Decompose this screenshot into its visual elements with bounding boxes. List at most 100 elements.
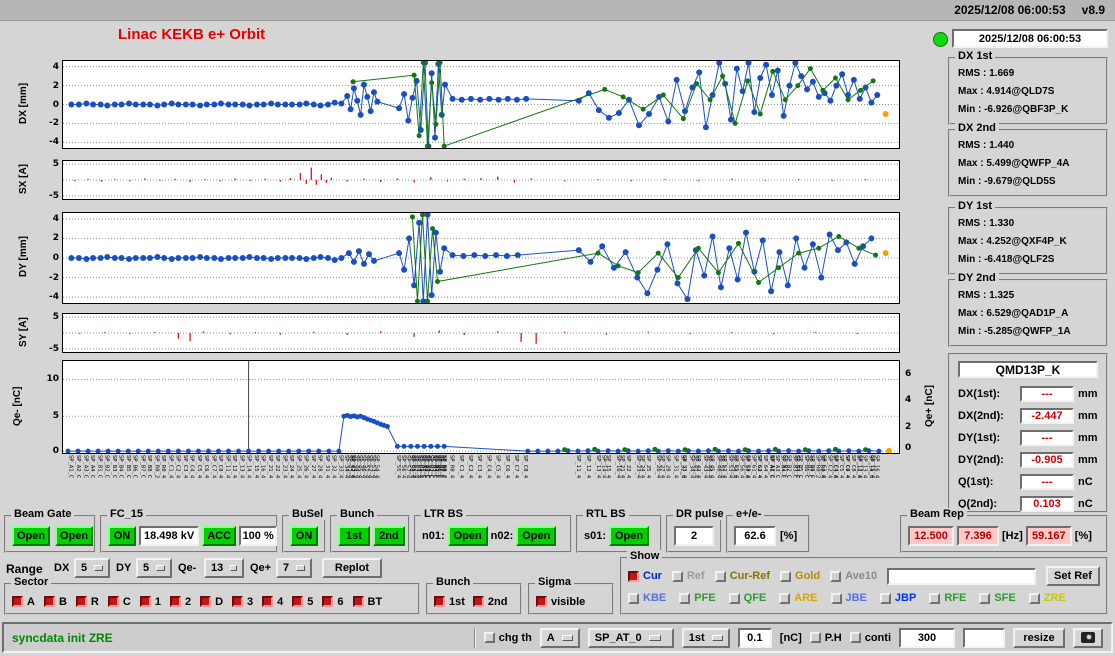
rtl-s01-open-button[interactable]: Open — [609, 526, 650, 546]
dr-pulse-field[interactable]: 2 — [674, 526, 714, 546]
ltr-n01-open-button[interactable]: Open — [447, 526, 488, 546]
y-tick-label: 0 — [52, 253, 59, 263]
busel-on-button[interactable]: ON — [290, 526, 318, 546]
monitor-row-unit: mm — [1078, 432, 1098, 444]
show-item: Cur — [628, 570, 662, 582]
sector-item: 3 — [232, 596, 253, 608]
bpm-label: SP_B6_C — [131, 455, 138, 479]
sector-checkbox-d[interactable] — [200, 596, 212, 607]
option-menu-icon — [648, 634, 661, 641]
show-qfe-checkbox[interactable] — [728, 592, 740, 604]
sector-checkbox-c[interactable] — [107, 596, 119, 607]
show-item: SFE — [979, 592, 1016, 604]
bpm-label: SP_46_4 — [715, 455, 722, 479]
monitor-row-label: Q(2nd): — [958, 498, 998, 510]
conti-checkbox[interactable] — [849, 632, 861, 643]
interval-field[interactable]: 300 — [899, 627, 955, 648]
bunch-1st-checkbox[interactable] — [434, 596, 445, 607]
show-rfe-checkbox[interactable] — [929, 592, 941, 604]
bpm-label: SP_C8_4 — [522, 455, 529, 479]
range-qep-select[interactable]: 7 — [276, 558, 312, 578]
monitor-row-label: DX(1st): — [958, 388, 1001, 400]
sigma-visible-checkbox[interactable] — [536, 596, 547, 607]
sector-item: A — [12, 596, 35, 608]
sector-group: Sector A B R C 1 2 D 3 4 5 6 BT — [4, 576, 420, 615]
range-dy-select[interactable]: 5 — [136, 558, 172, 578]
eratio-field: 62.6 — [734, 526, 776, 546]
bpm-label: SP_12_4 — [856, 455, 863, 479]
bunch-2nd-checkbox[interactable] — [472, 596, 484, 607]
fc15-acc-button[interactable]: ACC — [202, 526, 237, 546]
show-gold-checkbox[interactable] — [780, 570, 792, 582]
sector-checkbox-3[interactable] — [232, 596, 244, 607]
bpm-label: SP_64_4 — [416, 455, 423, 479]
ltr-n02-open-button[interactable]: Open — [516, 526, 557, 546]
monitor-row-unit: mm — [1078, 454, 1098, 466]
screenshot-button[interactable] — [1073, 627, 1103, 648]
extra-field[interactable] — [963, 627, 1005, 648]
beam-gate-open-button-2[interactable]: Open — [55, 526, 93, 546]
bpm-label: SP_51_4 — [363, 455, 370, 479]
fc15-on-button[interactable]: ON — [108, 526, 136, 546]
group-label: DY 2nd — [955, 272, 999, 284]
option-menu-icon — [156, 565, 165, 571]
sector-checkbox-r[interactable] — [75, 596, 87, 607]
bpm-label: SP_B3_C — [110, 455, 117, 479]
bpm-label: SP_B4_C — [793, 455, 800, 479]
show-jbp-checkbox[interactable] — [879, 592, 891, 604]
bpm-label: SP_26_4 — [655, 455, 662, 479]
threshold-field[interactable]: 0.1 — [737, 627, 772, 648]
sector-checkbox-1[interactable] — [139, 596, 151, 607]
bpm-label: SP_A2_C — [768, 455, 775, 479]
ph-checkbox[interactable] — [809, 632, 821, 643]
bpm-label: SP_C1_4 — [820, 455, 827, 479]
range-qem-select[interactable]: 13 — [204, 558, 244, 578]
bpm-label: SP_B5_C — [125, 455, 132, 479]
show-item: QFE — [728, 592, 766, 604]
show-item-label: ZRE — [1043, 592, 1066, 604]
replot-button[interactable]: Replot — [322, 558, 382, 578]
bpm-select[interactable]: SP_AT_0 — [587, 627, 674, 648]
bpm-label: SP_45_4 — [708, 455, 715, 479]
ref-input[interactable] — [887, 567, 1036, 585]
sector-checkbox-6[interactable] — [322, 596, 334, 607]
sector-checkbox-b[interactable] — [43, 596, 55, 607]
bunch-2nd-button[interactable]: 2nd — [372, 526, 405, 546]
beam-gate-open-button-1[interactable]: Open — [12, 526, 50, 546]
sector-checkbox-a[interactable] — [12, 596, 23, 607]
sector-checkbox-2[interactable] — [169, 596, 181, 607]
bpm-label: SP_C8_4 — [849, 455, 856, 479]
bpm-label: SP_A1_C — [67, 455, 74, 479]
monitor-row: DY(1st): --- mm — [958, 427, 1102, 449]
show-are-checkbox[interactable] — [779, 592, 791, 604]
show-cur-checkbox[interactable] — [628, 570, 639, 582]
show-sfe-checkbox[interactable] — [979, 592, 991, 604]
monitor-row: Q(1st): --- nC — [958, 471, 1102, 493]
show-ref-checkbox[interactable] — [671, 570, 683, 582]
show-kbe-checkbox[interactable] — [628, 592, 639, 604]
resize-button[interactable]: resize — [1013, 627, 1065, 648]
show-jbe-checkbox[interactable] — [830, 592, 842, 604]
monitor-name-field[interactable]: QMD13P_K — [958, 361, 1098, 378]
show-zre-checkbox[interactable] — [1028, 592, 1040, 604]
sector-select[interactable]: A — [539, 627, 580, 648]
sector-checkbox-5[interactable] — [292, 596, 304, 607]
show-pfe-checkbox[interactable] — [679, 592, 691, 604]
chg-th-checkbox[interactable] — [483, 632, 495, 643]
sector-checkbox-bt[interactable] — [352, 596, 364, 607]
bunch-item: 2nd — [472, 596, 507, 608]
ph-label: P.H — [824, 631, 842, 644]
show-ave10-checkbox[interactable] — [830, 570, 842, 582]
set-ref-button[interactable]: Set Ref — [1046, 566, 1100, 586]
bpm-label: SP_56_4 — [400, 455, 407, 479]
sector-checkbox-4[interactable] — [262, 596, 274, 607]
monitor-row-value: --- — [1020, 474, 1074, 490]
group-label: Bunch — [433, 576, 474, 588]
bunch-1st-button[interactable]: 1st — [338, 526, 370, 546]
bunch-select[interactable]: 1st — [681, 627, 730, 648]
bpm-label: SP_A3_C — [82, 455, 89, 479]
range-dx-select[interactable]: 5 — [74, 558, 110, 578]
bpm-label: SP_B5_C — [797, 455, 804, 479]
bpm-label: SP_22_4 — [624, 455, 631, 479]
